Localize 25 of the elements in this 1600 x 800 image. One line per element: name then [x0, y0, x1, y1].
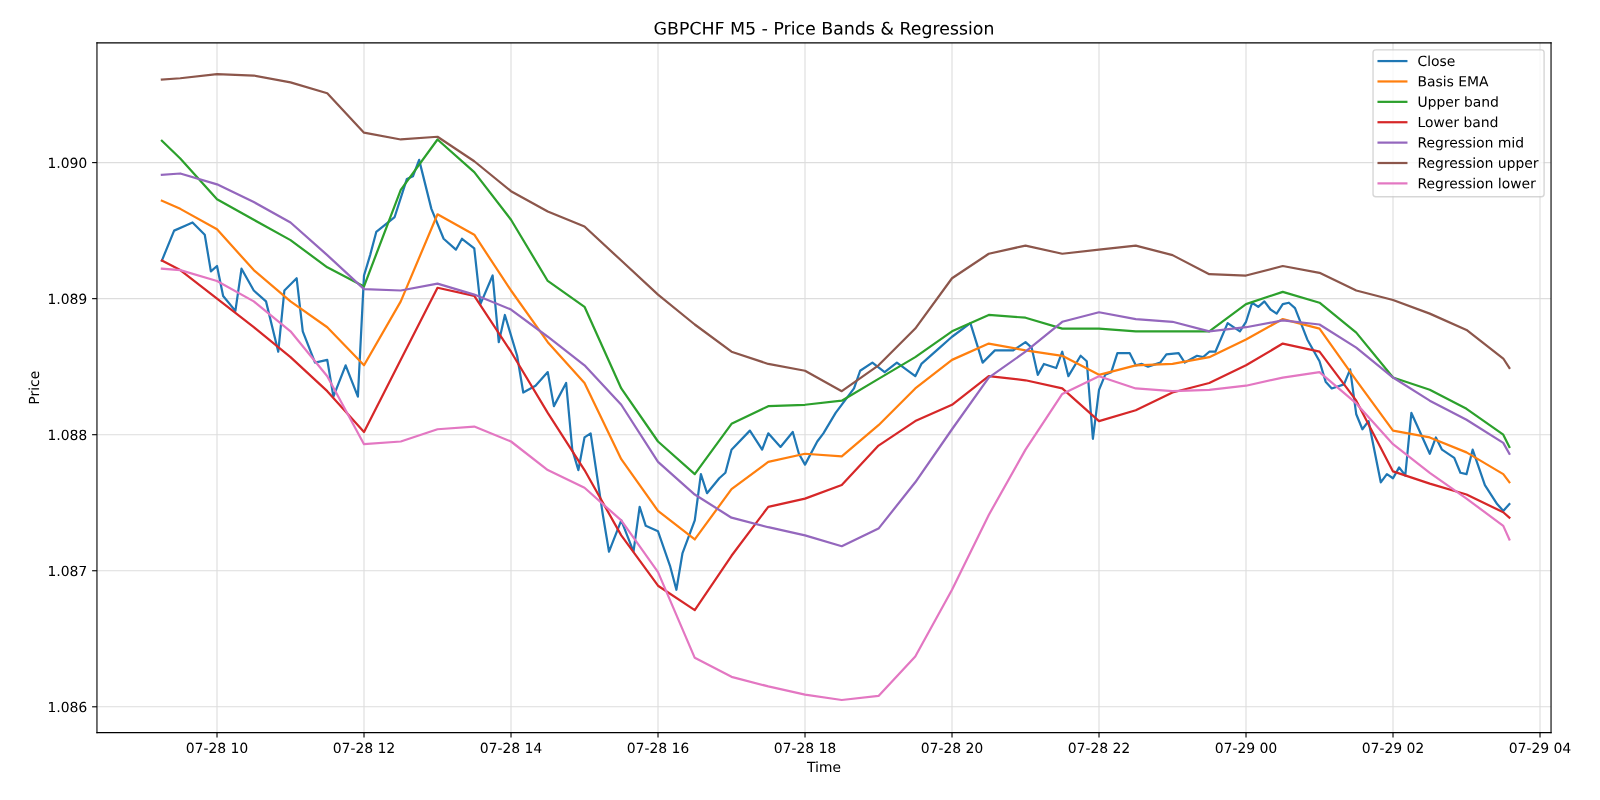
y-tick-label: 1.089: [49, 293, 87, 305]
legend-label: Regression mid: [1418, 136, 1523, 151]
legend-label: Basis EMA: [1418, 75, 1489, 87]
x-tick-label: 07-28 14: [480, 742, 542, 754]
y-tick-label: 1.090: [49, 157, 87, 169]
x-axis-title: Time: [806, 761, 841, 773]
x-tick-label: 07-28 20: [921, 742, 983, 754]
legend-label: Regression lower: [1418, 177, 1536, 192]
x-tick-label: 07-29 00: [1215, 742, 1277, 754]
y-tick-label: 1.087: [49, 565, 87, 577]
legend-label: Upper band: [1418, 96, 1498, 110]
x-tick-label: 07-28 12: [333, 742, 394, 754]
x-tick-label: 07-28 22: [1068, 742, 1129, 754]
x-tick-label: 07-28 16: [627, 742, 689, 754]
x-tick-label: 07-28 18: [774, 742, 836, 754]
x-tick-label: 07-28 10: [186, 742, 248, 754]
y-tick-label: 1.088: [49, 429, 87, 441]
y-axis-title: Price: [28, 371, 40, 404]
x-tick-label: 07-29 04: [1509, 742, 1571, 754]
chart-title: GBPCHF M5 - Price Bands & Regression: [654, 21, 993, 39]
legend-label: Regression upper: [1418, 157, 1539, 171]
legend-label: Close: [1418, 55, 1455, 67]
x-tick-label: 07-29 02: [1362, 742, 1423, 754]
legend-label: Lower band: [1418, 116, 1498, 128]
y-tick-label: 1.086: [49, 701, 87, 713]
